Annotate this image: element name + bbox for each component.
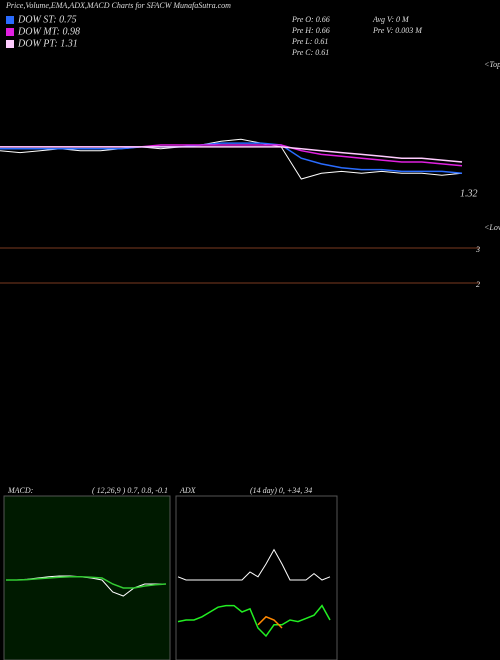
series-line [0, 138, 463, 180]
series-line [0, 146, 463, 163]
series-line [177, 548, 331, 581]
annotation: 1.32 [460, 188, 478, 199]
series-line [177, 604, 331, 638]
stat: Pre H: 0.66 [291, 26, 330, 35]
macd-title: MACD: [7, 486, 34, 495]
annotation: <Tops [484, 60, 500, 69]
legend-label: DOW ST: 0.75 [17, 14, 77, 25]
legend-swatch [6, 28, 14, 36]
series-line [6, 576, 167, 589]
legend-swatch [6, 16, 14, 24]
annotation: <Lows [484, 223, 500, 232]
stat: Pre C: 0.61 [291, 48, 329, 57]
level-label: 3 [475, 245, 480, 254]
legend-label: DOW MT: 0.98 [17, 26, 80, 37]
stat: Pre V: 0.003 M [372, 26, 423, 35]
stat: Avg V: 0 M [372, 15, 410, 24]
legend-label: DOW PT: 1.31 [17, 38, 78, 49]
level-label: 2 [476, 280, 480, 289]
page-title: Price,Volume,EMA,ADX,MACD Charts for SFA… [5, 1, 231, 10]
stat: Pre L: 0.61 [291, 37, 328, 46]
adx-subtitle: (14 day) 0, +34, 34 [250, 486, 312, 495]
adx-title: ADX [179, 486, 197, 495]
series-line [0, 142, 463, 175]
macd-subtitle: ( 12,26,9 ) 0.7, 0.8, -0.1 [92, 486, 168, 495]
legend-swatch [6, 40, 14, 48]
series-line [257, 615, 283, 629]
adx-panel [175, 495, 338, 660]
stat: Pre O: 0.66 [291, 15, 330, 24]
